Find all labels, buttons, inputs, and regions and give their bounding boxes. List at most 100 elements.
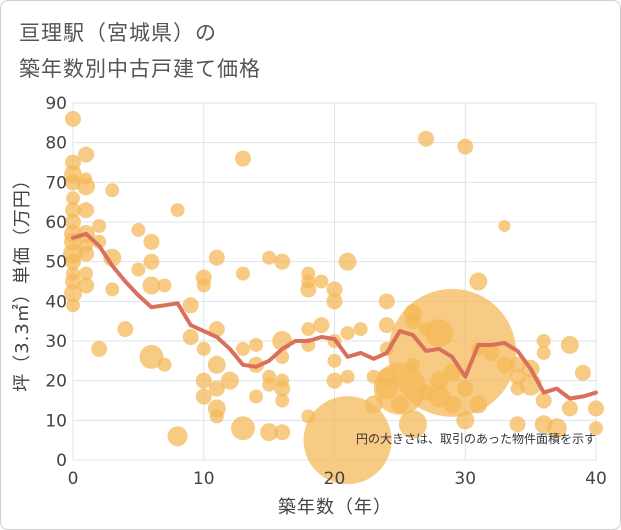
bubble-point-46 bbox=[195, 372, 212, 389]
bubble-point-3 bbox=[65, 174, 81, 191]
bubble-point-18 bbox=[78, 202, 95, 219]
bubble-point-14 bbox=[66, 298, 80, 313]
bubble-point-71 bbox=[275, 393, 290, 408]
bubble-point-113 bbox=[457, 138, 474, 155]
bubble-point-82 bbox=[326, 293, 343, 310]
bubble-point-129 bbox=[536, 345, 551, 360]
size-annotation: 円の大きさは、取引のあった物件面積を示す bbox=[356, 431, 596, 446]
bubble-point-40 bbox=[167, 426, 188, 447]
bubble-point-25 bbox=[92, 234, 107, 249]
bubble-point-50 bbox=[207, 355, 226, 374]
bubble-point-58 bbox=[230, 416, 255, 441]
bubble-point-30 bbox=[117, 321, 134, 338]
bubble-point-62 bbox=[262, 250, 277, 265]
bubble-point-137 bbox=[589, 421, 603, 436]
trend-line bbox=[71, 231, 598, 401]
y-tick-label-2: 20 bbox=[45, 372, 67, 392]
bubble-point-45 bbox=[196, 341, 211, 356]
bubble-point-81 bbox=[326, 281, 343, 298]
y-tick-label-4: 40 bbox=[45, 292, 67, 312]
bubble-point-54 bbox=[220, 371, 239, 390]
bubble-point-42 bbox=[182, 329, 199, 346]
bubble-point-76 bbox=[301, 322, 316, 337]
bubble-point-130 bbox=[535, 392, 552, 409]
bubble-point-115 bbox=[456, 411, 475, 430]
bubble-point-79 bbox=[313, 317, 330, 334]
bubble-point-15 bbox=[78, 146, 95, 163]
bubble-point-47 bbox=[195, 388, 212, 405]
y-tick-label-7: 70 bbox=[45, 173, 67, 193]
bubble-point-111 bbox=[443, 363, 462, 382]
bubble-point-128 bbox=[536, 334, 551, 348]
bubble-point-10 bbox=[65, 253, 81, 270]
bubble-point-39 bbox=[170, 203, 185, 218]
bubble-point-124 bbox=[509, 416, 526, 433]
bubble-point-23 bbox=[78, 277, 95, 294]
bubble-point-94 bbox=[378, 317, 395, 334]
bubble-point-29 bbox=[105, 282, 120, 297]
chart-title-line1: 亘理駅（宮城県）の bbox=[19, 21, 217, 45]
bubble-point-132 bbox=[546, 418, 567, 439]
bubble-point-61 bbox=[249, 389, 264, 404]
bubble-point-87 bbox=[340, 326, 355, 341]
bubble-point-80 bbox=[314, 274, 329, 289]
bubble-point-41 bbox=[182, 297, 199, 314]
y-tick-label-8: 80 bbox=[45, 134, 67, 154]
bubble-point-90 bbox=[353, 322, 368, 337]
x-tick-label-2: 20 bbox=[324, 469, 346, 489]
bubble-point-118 bbox=[469, 395, 488, 414]
bubble-point-75 bbox=[300, 281, 317, 298]
bubble-point-26 bbox=[91, 340, 108, 357]
bubble-point-72 bbox=[274, 424, 291, 441]
bubble-point-24 bbox=[92, 218, 107, 233]
x-tick-label-3: 30 bbox=[454, 469, 476, 489]
bubble-point-93 bbox=[378, 293, 395, 310]
bubble-point-33 bbox=[143, 233, 160, 250]
bubble-point-31 bbox=[131, 222, 146, 237]
bubble-point-34 bbox=[143, 253, 160, 270]
bubble-point-134 bbox=[561, 400, 578, 417]
bubble-point-4 bbox=[66, 191, 80, 206]
bubble-point-121 bbox=[496, 356, 513, 373]
y-tick-label-9: 90 bbox=[45, 94, 67, 114]
y-tick-label-5: 50 bbox=[45, 253, 67, 273]
bubble-point-112 bbox=[443, 395, 462, 414]
bubble-point-64 bbox=[262, 377, 277, 392]
bubble-point-35 bbox=[142, 276, 161, 295]
x-axis-label: 築年数（年） bbox=[278, 497, 392, 518]
bubble-point-70 bbox=[274, 380, 291, 397]
bubble-point-48 bbox=[208, 249, 225, 266]
bubble-point-136 bbox=[588, 400, 604, 417]
bubble-point-5 bbox=[65, 202, 81, 219]
bubble-point-51 bbox=[208, 380, 225, 397]
bubble-point-56 bbox=[235, 266, 250, 281]
bubble-point-99 bbox=[390, 395, 409, 414]
bubble-point-120 bbox=[498, 219, 511, 232]
bubble-point-0 bbox=[65, 110, 81, 127]
bubble-point-122 bbox=[509, 356, 526, 373]
axes: 0 10 20 30 40 50 60 70 80 90 0 10 20 30 40 bbox=[45, 94, 606, 489]
bubble-point-57 bbox=[235, 341, 250, 356]
bubble-point-84 bbox=[327, 353, 342, 368]
y-tick-label-3: 30 bbox=[45, 332, 67, 352]
bubble-point-66 bbox=[274, 253, 291, 270]
bubble-point-37 bbox=[157, 278, 172, 293]
bubble-point-85 bbox=[326, 372, 343, 389]
bubble-point-116 bbox=[469, 272, 488, 291]
y-tick-label-1: 10 bbox=[45, 411, 67, 431]
bubble-point-135 bbox=[574, 364, 591, 381]
bubble-point-44 bbox=[196, 278, 211, 293]
bubble-point-17 bbox=[77, 177, 96, 196]
y-axis-label: 坪（3.3㎡）単価（万円） bbox=[11, 170, 33, 392]
chart-title-line2: 築年数別中古戸建て価格 bbox=[19, 57, 261, 81]
bubble-series bbox=[63, 110, 604, 485]
bubble-point-88 bbox=[340, 369, 355, 384]
x-tick-label-4: 40 bbox=[585, 469, 607, 489]
x-tick-label-0: 0 bbox=[68, 469, 79, 489]
y-tick-label-6: 60 bbox=[45, 213, 67, 233]
bubble-point-32 bbox=[131, 262, 146, 277]
trend-series bbox=[71, 231, 598, 401]
bubble-point-89 bbox=[303, 396, 392, 485]
bubble-point-114 bbox=[457, 380, 474, 397]
